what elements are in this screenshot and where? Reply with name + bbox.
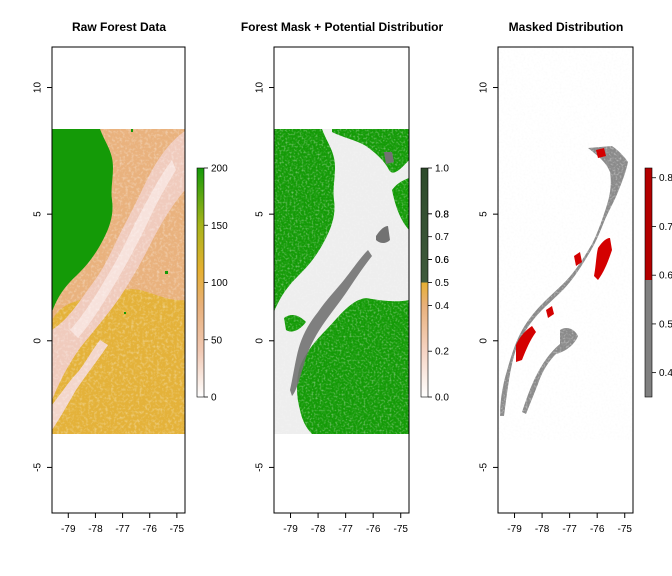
raster-masked-high — [546, 306, 554, 318]
x-tick-label: -76 — [366, 524, 381, 535]
x-tick-label: -76 — [590, 524, 605, 535]
x-axis: -79 -78 -77 -76 -75 — [61, 513, 185, 535]
raster-raw-forest — [52, 129, 185, 434]
colorbar-tick-label: 0.4 — [659, 368, 672, 379]
y-tick-label: 10 — [33, 82, 44, 94]
y-tick-label: 5 — [255, 211, 266, 217]
colorbar-forest-mask: 0.00.20.40.50.60.60.70.80.81.0 — [420, 164, 449, 404]
x-tick-label: -77 — [562, 524, 577, 535]
y-tick-label: 10 — [479, 82, 490, 94]
colorbar-ticks: 0.00.20.40.50.60.60.70.80.81.0 — [428, 164, 449, 404]
y-tick-label: 0 — [479, 338, 490, 344]
colorbar-tick-label: 100 — [211, 278, 228, 289]
colorbar-tick-label: 0.6 — [435, 255, 449, 266]
chart-title: Raw Forest Data — [72, 20, 166, 34]
raster-potential-distribution — [384, 152, 394, 164]
y-axis: -5 0 5 10 — [33, 82, 52, 472]
y-tick-label: 5 — [479, 211, 490, 217]
y-tick-label: 0 — [255, 338, 266, 344]
x-tick-label: -76 — [142, 524, 157, 535]
raster-masked-high — [594, 238, 612, 280]
x-tick-label: -77 — [115, 524, 130, 535]
x-axis: -79 -78 -77 -76 -75 — [283, 513, 408, 535]
colorbar-gradient — [420, 167, 429, 398]
raster-potential-distribution — [376, 226, 390, 243]
chart-title: Masked Distribution — [509, 20, 624, 34]
y-axis: -5 0 5 10 — [255, 82, 274, 472]
colorbar-tick-label: 0.4 — [435, 301, 449, 312]
colorbar-tick-label: 50 — [211, 335, 223, 346]
colorbar-tick-label: 0.8 — [659, 173, 672, 184]
colorbar-ticks: 0.4 0.5 0.6 0.7 0.8 — [652, 173, 672, 379]
colorbar-ticks: 0 50 100 150 200 — [204, 164, 228, 404]
x-tick-label: -78 — [88, 524, 103, 535]
x-tick-label: -75 — [394, 524, 409, 535]
x-tick-label: -78 — [311, 524, 326, 535]
x-tick-label: -75 — [170, 524, 185, 535]
plot-frame — [497, 46, 634, 514]
colorbar-segment-high — [645, 168, 652, 280]
y-tick-label: 5 — [33, 211, 44, 217]
raster-patch — [131, 129, 133, 132]
y-tick-label: -5 — [255, 463, 266, 472]
raster-patch — [124, 312, 126, 314]
colorbar-tick-label: 0.7 — [435, 232, 449, 243]
raster-forest-mask — [274, 129, 409, 434]
colorbar-segment-low — [645, 280, 652, 397]
colorbar-tick-label: 0.6 — [435, 255, 449, 266]
x-tick-label: -79 — [283, 524, 298, 535]
panel-raw-forest: Raw Forest Data -79 -78 -77 -76 -75 -5 0 5 10 — [33, 20, 228, 535]
raster-masked-high — [596, 148, 606, 158]
colorbar-tick-label: 0.6 — [659, 271, 672, 282]
raster-patch — [165, 271, 168, 274]
raster-masked-distribution — [498, 47, 633, 440]
raster-potential-distribution — [290, 250, 372, 396]
plot-frame — [51, 46, 186, 514]
raster-texture — [498, 47, 633, 440]
colorbar-gradient — [196, 167, 205, 398]
colorbar-tick-label: 0.8 — [435, 209, 449, 220]
raster-masked-high — [574, 252, 582, 266]
colorbar-tick-label: 1.0 — [435, 164, 449, 175]
colorbar-frame — [644, 167, 653, 398]
colorbar-tick-label: 0.8 — [435, 209, 449, 220]
panel-masked-distribution: Masked Distribution -79 -78 -77 -76 -75 -5 0 5… — [479, 20, 672, 535]
y-tick-label: 10 — [255, 82, 266, 94]
colorbar-tick-label: 150 — [211, 221, 228, 232]
x-tick-label: -78 — [535, 524, 550, 535]
colorbar-tick-label: 0.0 — [435, 393, 449, 404]
panel-forest-mask: Forest Mask + Potential Distributior -79… — [241, 20, 450, 535]
colorbar-tick-label: 200 — [211, 164, 228, 175]
colorbar-tick-label: 0.5 — [435, 278, 449, 289]
x-tick-label: -75 — [618, 524, 633, 535]
plot-frame — [273, 46, 410, 514]
raster-masked-high — [516, 326, 536, 362]
x-axis: -79 -78 -77 -76 -75 — [507, 513, 632, 535]
y-tick-label: -5 — [33, 463, 44, 472]
colorbar-tick-label: 0.2 — [435, 347, 449, 358]
colorbar-tick-label: 0.7 — [659, 222, 672, 233]
x-tick-label: -79 — [61, 524, 76, 535]
chart-title: Forest Mask + Potential Distributior — [241, 20, 444, 34]
raster-dense-forest — [52, 129, 113, 312]
colorbar-tick-label: 0.5 — [659, 319, 672, 330]
x-tick-label: -77 — [338, 524, 353, 535]
x-tick-label: -79 — [507, 524, 522, 535]
y-tick-label: 0 — [33, 338, 44, 344]
y-axis: -5 0 5 10 — [479, 82, 498, 472]
colorbar-tick-label: 0 — [211, 393, 217, 404]
colorbar-masked-distribution: 0.4 0.5 0.6 0.7 0.8 — [644, 167, 672, 398]
y-tick-label: -5 — [479, 463, 490, 472]
colorbar-raw-forest: 0 50 100 150 200 — [196, 164, 228, 404]
